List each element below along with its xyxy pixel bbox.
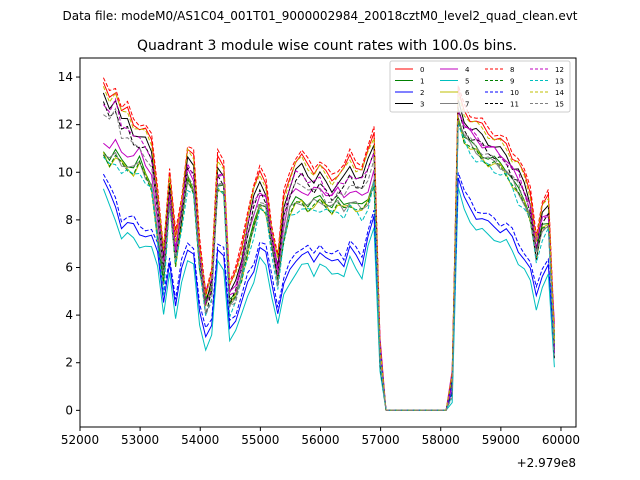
legend-label-12: 12 xyxy=(555,66,564,74)
series-line-5 xyxy=(102,187,555,411)
x-tick-label: 55000 xyxy=(241,433,279,447)
x-tick-label: 56000 xyxy=(301,433,339,447)
series-line-14 xyxy=(102,86,555,411)
series-line-8 xyxy=(102,77,555,411)
x-tick-label: 60000 xyxy=(542,433,580,447)
legend-label-8: 8 xyxy=(510,66,514,74)
legend-label-11: 11 xyxy=(510,101,519,109)
legend-label-10: 10 xyxy=(510,89,519,97)
x-tick-label: 52000 xyxy=(61,433,99,447)
legend-label-1: 1 xyxy=(420,78,424,86)
x-tick-label: 59000 xyxy=(482,433,520,447)
x-offset-text: +2.979e8 xyxy=(517,456,576,470)
series-line-11 xyxy=(102,101,555,411)
legend-label-9: 9 xyxy=(510,78,514,86)
legend-label-6: 6 xyxy=(465,89,470,97)
series-line-0 xyxy=(102,82,555,411)
y-tick-label: 4 xyxy=(65,308,73,322)
y-tick-label: 14 xyxy=(58,70,73,84)
legend-label-13: 13 xyxy=(555,78,564,86)
series-line-12 xyxy=(103,97,555,411)
y-tick-label: 6 xyxy=(65,260,73,274)
series-line-15 xyxy=(103,107,555,411)
x-tick-label: 53000 xyxy=(121,433,159,447)
legend-box xyxy=(389,60,571,113)
y-tick-label: 0 xyxy=(65,403,73,417)
plot-frame xyxy=(79,57,577,428)
legend-label-5: 5 xyxy=(465,78,469,86)
axes-layer: 52000 53000 54000 55000 56000 57000 58000 59000… xyxy=(58,57,580,447)
series-line-13 xyxy=(103,124,555,411)
series-line-1 xyxy=(102,117,555,411)
legend-label-3: 3 xyxy=(420,101,424,109)
series-line-9 xyxy=(102,120,555,411)
legend-label-15: 15 xyxy=(555,101,564,109)
y-tick-label: 10 xyxy=(58,165,73,179)
x-tick-label: 54000 xyxy=(181,433,219,447)
x-tick-label: 57000 xyxy=(362,433,400,447)
y-tick-label: 2 xyxy=(65,356,73,370)
legend-label-14: 14 xyxy=(555,89,564,97)
series-layer xyxy=(102,77,555,411)
series-line-2 xyxy=(102,177,555,411)
legend-label-2: 2 xyxy=(420,89,424,97)
chart-title: Quadrant 3 module wise count rates with … xyxy=(137,38,517,54)
chart-suptitle: Data file: modeM0/AS1C04_001T01_90000029… xyxy=(62,9,577,23)
series-line-3 xyxy=(102,92,555,411)
series-line-4 xyxy=(103,109,555,411)
legend-label-0: 0 xyxy=(420,66,424,74)
x-tick-label: 58000 xyxy=(422,433,460,447)
legend-label-7: 7 xyxy=(465,101,469,109)
y-tick-label: 8 xyxy=(65,213,73,227)
y-tick-label: 12 xyxy=(58,118,73,132)
legend-label-4: 4 xyxy=(465,66,470,74)
series-line-10 xyxy=(102,172,555,411)
series-line-6 xyxy=(102,117,555,411)
